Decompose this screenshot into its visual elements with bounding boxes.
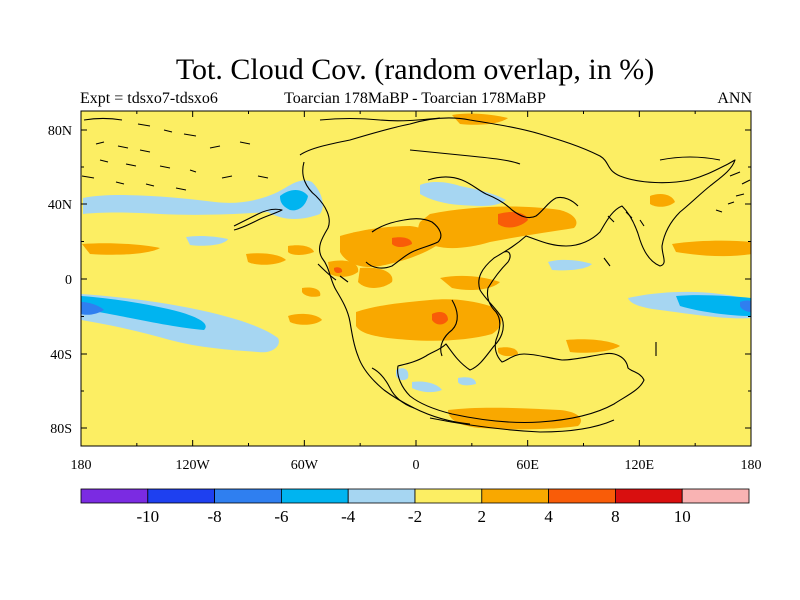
colorbar-labels: -10 -8 -6 -4 -2 2 4 8 10 <box>136 507 690 526</box>
cloud-increase <box>82 113 751 430</box>
colorbar-swatch <box>548 488 616 504</box>
blue-west-pacific-core <box>740 300 751 312</box>
orange-arctic <box>452 113 508 125</box>
east-islands <box>715 193 745 213</box>
period-label: Toarcian 178MaBP - Toarcian 178MaBP <box>284 90 546 107</box>
colorbar <box>80 488 750 504</box>
orange-low-n-3 <box>288 245 314 255</box>
colorbar-label: -2 <box>408 507 422 526</box>
cloud-decrease-moderate <box>81 190 751 330</box>
lightblue-south-atlantic <box>412 381 442 393</box>
x-tick-label: 120E <box>625 458 655 473</box>
central-isthmus <box>317 263 349 283</box>
orange-central <box>328 260 359 277</box>
y-tick-label: 40S <box>50 348 72 363</box>
cloud-increase-strong <box>334 212 528 325</box>
colorbar-swatch <box>147 488 216 504</box>
pacific-islands <box>603 211 657 356</box>
colorbar-swatch <box>481 488 549 504</box>
island-west <box>233 208 283 231</box>
x-tick-label: 180 <box>71 458 92 473</box>
season-label: ANN <box>717 90 752 107</box>
lightblue-arctic-europe <box>420 182 506 206</box>
orange-low-n-2 <box>246 253 286 265</box>
lightblue-east-pacific <box>548 259 592 271</box>
continent-outlines <box>81 117 751 433</box>
cyan-north-pacific <box>280 190 308 211</box>
north-islands-4 <box>81 175 187 191</box>
map-background <box>81 111 751 446</box>
x-tick-label: 60W <box>291 458 319 473</box>
red-east-eurasia <box>498 212 528 228</box>
orange-atlantic <box>358 267 393 288</box>
axis-ticks <box>80 111 752 446</box>
y-tick-label: 80S <box>50 422 72 437</box>
colorbar-swatch <box>80 488 149 504</box>
antarctica-rim <box>429 417 615 433</box>
south-rim-sa <box>371 367 415 409</box>
colorbar-swatch <box>681 488 750 504</box>
colorbar-label: 4 <box>544 507 553 526</box>
y-tick-label: 0 <box>65 273 72 288</box>
colorbar-label: -8 <box>208 507 222 526</box>
tethys-inner <box>365 218 442 269</box>
cyan-west-pacific <box>676 295 751 316</box>
orange-pacific-east <box>672 240 751 257</box>
red-central <box>334 267 343 274</box>
north-rim <box>319 117 441 122</box>
lightblue-small-n-pacific <box>186 235 228 246</box>
pangea-outline <box>299 117 736 424</box>
blue-pacific-core <box>81 302 104 315</box>
experiment-label: Expt = tdsxo7-tdsxo6 <box>80 90 218 107</box>
north-coast <box>427 176 579 219</box>
map-title: Tot. Cloud Cov. (random overlap, in %) <box>175 53 655 86</box>
x-tick-label: 180 <box>741 458 762 473</box>
lightblue-north-pacific <box>83 180 323 219</box>
x-tick-label: 60E <box>516 458 539 473</box>
africa-east <box>440 299 458 357</box>
orange-south-pole <box>448 407 581 430</box>
map-field <box>81 111 751 446</box>
x-axis-labels: 180 120W 60W 0 60E 120E 180 <box>71 458 762 473</box>
colorbar-swatch <box>414 488 483 504</box>
orange-south-west <box>288 313 322 325</box>
y-axis-labels: 80N 40N 0 40S 80S <box>48 124 72 437</box>
colorbar-label: -6 <box>274 507 288 526</box>
colorbar-label: -4 <box>341 507 356 526</box>
x-tick-label: 120W <box>176 458 211 473</box>
y-tick-label: 80N <box>48 124 72 139</box>
orange-tethys <box>340 226 437 268</box>
orange-wide-pacific <box>650 194 675 207</box>
cloud-decrease-strong <box>81 300 751 315</box>
orange-south-east <box>566 339 620 353</box>
north-islands-1 <box>83 117 197 137</box>
cyan-south-pacific <box>81 296 206 330</box>
orange-east-eurasia <box>418 206 577 249</box>
arctic-rim <box>409 149 521 165</box>
orange-south-small <box>498 347 518 357</box>
colorbar-label: 10 <box>674 507 691 526</box>
north-east-rim <box>659 156 751 185</box>
orange-lower-atlantic <box>302 287 321 297</box>
orange-mid-east <box>440 275 500 290</box>
red-south-tethys <box>432 312 448 325</box>
x-tick-label: 0 <box>413 458 420 473</box>
colorbar-label: -10 <box>136 507 159 526</box>
north-islands-2 <box>95 141 251 153</box>
colorbar-swatch <box>615 488 683 504</box>
orange-south-tethys <box>356 299 502 341</box>
lightblue-south-indian <box>458 377 476 386</box>
colorbar-swatch <box>214 488 282 504</box>
orange-low-n <box>82 243 160 255</box>
north-islands-3 <box>99 159 269 179</box>
colorbar-label: 2 <box>478 507 487 526</box>
red-tethys <box>392 237 412 247</box>
colorbar-label: 8 <box>611 507 620 526</box>
colorbar-swatch <box>280 488 349 504</box>
y-tick-label: 40N <box>48 198 72 213</box>
colorbar-swatch <box>347 488 416 504</box>
